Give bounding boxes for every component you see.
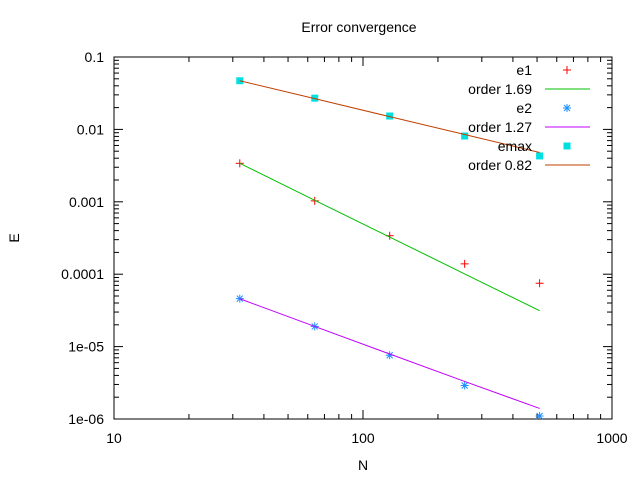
fit-line <box>239 80 540 153</box>
y-axis-label: E <box>6 233 22 242</box>
y-tick-labels: 0.1 0.01 0.001 0.0001 1e-05 1e-06 <box>61 49 104 427</box>
square-marker-icon <box>563 142 571 150</box>
series-order-0-82 <box>239 80 540 153</box>
star-marker-icon <box>235 294 244 303</box>
y-tick-label: 0.01 <box>77 121 104 137</box>
x-tick-label: 1000 <box>596 430 627 446</box>
legend-label: e1 <box>516 62 532 78</box>
y-tick-label: 0.1 <box>85 49 105 65</box>
legend-label: emax <box>498 138 532 154</box>
fit-line <box>239 162 540 312</box>
legend-label: e2 <box>516 100 532 116</box>
legend-label: order 1.27 <box>468 119 532 135</box>
x-axis-label: N <box>358 457 368 473</box>
square-marker-icon <box>461 132 469 140</box>
square-marker-icon <box>386 112 394 120</box>
square-marker-icon <box>536 152 544 160</box>
x-tick-label: 10 <box>106 430 122 446</box>
fit-line <box>239 298 540 409</box>
series-e2 <box>235 294 544 421</box>
legend-label: order 1.69 <box>468 81 532 97</box>
y-tick-label: 1e-06 <box>68 411 104 427</box>
legend: e1 order 1.69 e2 order 1.27 emax order 0.82 <box>468 62 590 173</box>
axis-ticks <box>113 57 612 420</box>
y-tick-label: 1e-05 <box>68 339 104 355</box>
star-marker-icon <box>535 412 544 421</box>
plot-frame <box>113 56 613 420</box>
series-order-1-27 <box>239 298 540 409</box>
series-order-1-69 <box>239 162 540 312</box>
legend-label: order 0.82 <box>468 157 532 173</box>
series-e1 <box>235 159 544 288</box>
chart-title: Error convergence <box>301 19 416 35</box>
y-tick-label: 0.0001 <box>61 266 104 282</box>
y-tick-label: 0.001 <box>69 194 104 210</box>
x-tick-label: 100 <box>351 430 375 446</box>
x-tick-labels: 10 100 1000 <box>106 430 628 446</box>
star-marker-icon <box>563 104 571 112</box>
star-marker-icon <box>460 381 469 390</box>
series-layer <box>235 77 544 421</box>
